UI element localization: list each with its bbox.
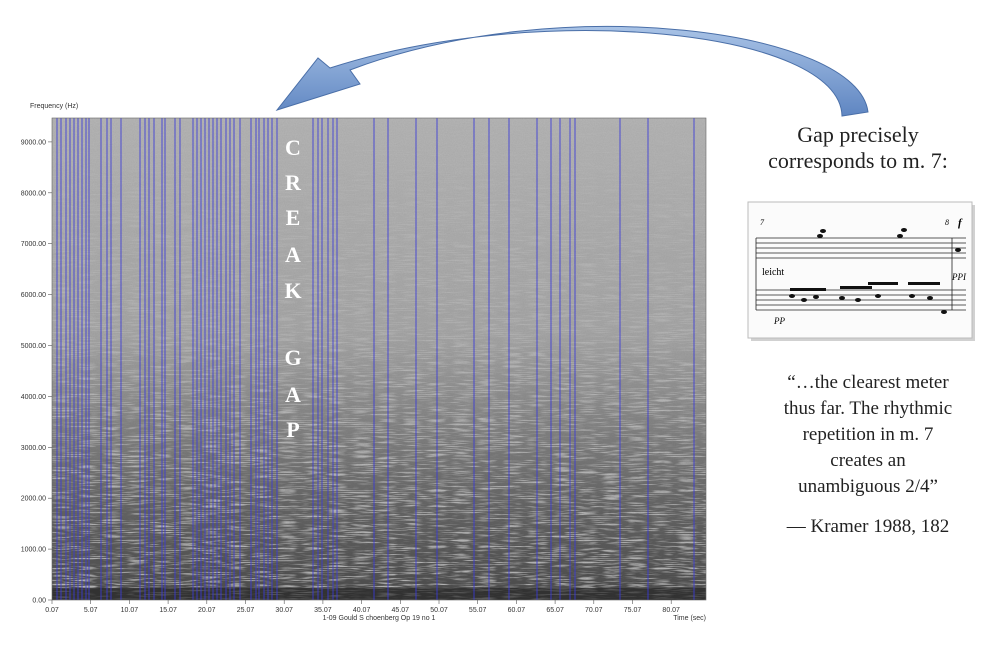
dynamic: f — [958, 217, 963, 229]
spectrogram-energy — [52, 118, 706, 600]
spectrogram-streaks — [52, 118, 706, 600]
x-tick-label: 20.07 — [198, 607, 216, 614]
x-axis-label: Time (sec) — [673, 615, 706, 622]
y-tick-label: 8000.00 — [21, 190, 46, 197]
expression: leicht — [762, 267, 784, 278]
x-tick-label: 60.07 — [508, 607, 526, 614]
measure-number: 7 — [760, 218, 765, 227]
y-tick-label: 5000.00 — [21, 343, 46, 350]
y-axis-label: Frequency (Hz) — [30, 103, 78, 110]
arrow — [275, 26, 869, 117]
citation: — Kramer 1988, 182 — [786, 516, 950, 537]
measure-number: 8 — [945, 218, 949, 227]
y-tick-label: 6000.00 — [21, 292, 46, 299]
x-tick-label: 75.07 — [624, 607, 642, 614]
x-tick-label: 0.07 — [45, 607, 59, 614]
y-tick-label: 0.00 — [32, 598, 46, 605]
y-tick-label: 7000.00 — [21, 241, 46, 248]
overlay-letter: K — [284, 278, 301, 303]
x-tick-label: 45.07 — [392, 607, 410, 614]
x-tick-label: 5.07 — [84, 607, 98, 614]
quote-line: creates an — [830, 450, 906, 471]
quote-line: unambiguous 2/4” — [798, 476, 938, 497]
caption-line: corresponds to m. 7: — [768, 148, 948, 173]
quote: “…the clearest meter thus far. The rhythm… — [784, 372, 953, 497]
quote-line: “…the clearest meter — [787, 372, 949, 393]
overlay-letter: E — [286, 205, 301, 230]
quote-line: repetition in m. 7 — [803, 424, 934, 445]
x-tick-label: 30.07 — [275, 607, 293, 614]
x-tick-label: 25.07 — [237, 607, 255, 614]
spectrogram-floor — [52, 588, 706, 600]
caption-line: Gap precisely — [797, 122, 919, 147]
x-tick-label: 35.07 — [314, 607, 332, 614]
x-tick-label: 80.07 — [662, 607, 680, 614]
x-tick-label: 40.07 — [353, 607, 371, 614]
overlay-letter: A — [285, 382, 301, 407]
overlay-letter: P — [286, 417, 299, 442]
overlay-letter: G — [284, 345, 301, 370]
y-tick-label: 2000.00 — [21, 496, 46, 503]
plot-frame — [51, 117, 707, 601]
x-tick-label: 50.07 — [430, 607, 448, 614]
x-tick-label: 55.07 — [469, 607, 487, 614]
overlay-letter: C — [285, 135, 301, 160]
y-tick-label: 9000.00 — [21, 139, 46, 146]
axis-ticks: 0.07 5.07 10.07 15.07 20.07 25.07 30.07 35.07 40… — [21, 139, 680, 614]
y-tick-label: 3000.00 — [21, 445, 46, 452]
overlay-letter: A — [285, 242, 301, 267]
notes — [789, 228, 961, 314]
x-tick-label: 10.07 — [121, 607, 139, 614]
overlay-letter: R — [285, 170, 302, 195]
y-tick-label: 4000.00 — [21, 394, 46, 401]
score-frame — [747, 201, 973, 339]
y-tick-label: 1000.00 — [21, 547, 46, 554]
dynamic: PPI — [951, 272, 967, 282]
x-tick-label: 65.07 — [546, 607, 564, 614]
x-tick-label: 70.07 — [585, 607, 603, 614]
onset-markers — [56, 118, 695, 600]
x-tick-label: 15.07 — [159, 607, 177, 614]
quote-line: thus far. The rhythmic — [784, 398, 953, 419]
score-excerpt: 7 8 f leicht PPI PP — [747, 201, 975, 341]
file-label: 1-09 Gould S choenberg Op 19 no 1 — [323, 615, 436, 622]
dynamic: PP — [773, 316, 785, 326]
